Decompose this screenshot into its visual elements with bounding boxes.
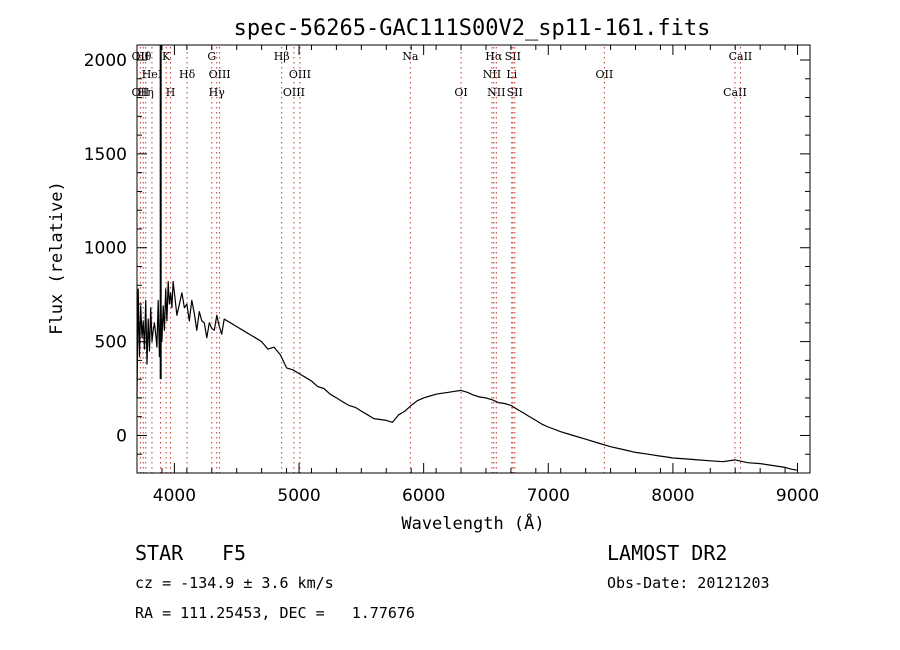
chart-title: spec-56265-GAC111S00V2_sp11-161.fits bbox=[234, 16, 711, 41]
x-tick-label: 4000 bbox=[153, 486, 196, 506]
spectral-line-label: OII bbox=[132, 86, 150, 99]
survey-name: LAMOST DR2 bbox=[607, 541, 728, 565]
spectral-line-label: OIII bbox=[283, 86, 305, 99]
spectrum-line bbox=[136, 280, 798, 471]
spectral-line-label: G bbox=[207, 50, 216, 63]
x-tick-label: 8000 bbox=[651, 486, 694, 506]
spectrum-series bbox=[136, 45, 798, 471]
axis-ticks: 4000 5000 6000 7000 8000 9000 0 500 1000 1500 2000 bbox=[84, 45, 819, 506]
spectral-line-label: Na bbox=[402, 50, 419, 63]
spectral-line-label: SII bbox=[507, 86, 523, 99]
spectral-line-label: CaII bbox=[729, 50, 753, 63]
observation-date: Obs-Date: 20121203 bbox=[607, 574, 770, 592]
x-tick-label: 9000 bbox=[776, 486, 819, 506]
spectral-line-label: NII bbox=[483, 68, 501, 81]
x-tick-label: 5000 bbox=[277, 486, 320, 506]
y-tick-label: 1500 bbox=[84, 145, 127, 165]
spectral-line-label: SII bbox=[505, 50, 521, 63]
spectral-line-label: NII bbox=[487, 86, 505, 99]
spectral-line-label: OI bbox=[454, 86, 467, 99]
spectral-line-label: HeI bbox=[142, 68, 162, 81]
y-axis-label: Flux (relative) bbox=[47, 181, 67, 335]
spectral-line-label: Hη bbox=[138, 86, 154, 99]
spectral-line-label: Hβ bbox=[274, 50, 290, 63]
spectral-line-label: Hθ bbox=[135, 50, 152, 63]
x-axis-label: Wavelength (Å) bbox=[401, 512, 544, 534]
spectral-line-label: Hα bbox=[485, 50, 503, 63]
y-tick-label: 0 bbox=[116, 426, 127, 446]
spectral-line-label: Hδ bbox=[179, 68, 196, 81]
spectral-line-label: H bbox=[166, 86, 176, 99]
spectral-line-label: OII bbox=[596, 68, 614, 81]
x-tick-label: 7000 bbox=[527, 486, 570, 506]
object-class: STAR bbox=[135, 541, 184, 565]
spectral-line-label: CaII bbox=[723, 86, 747, 99]
x-tick-label: 6000 bbox=[402, 486, 445, 506]
object-subclass: F5 bbox=[222, 541, 247, 565]
spectral-line-label: OIII bbox=[289, 68, 311, 81]
y-tick-label: 2000 bbox=[84, 51, 127, 71]
spectral-line-label: Hγ bbox=[209, 86, 226, 99]
spectral-line-label: Li bbox=[506, 68, 517, 81]
y-tick-label: 500 bbox=[95, 333, 127, 353]
y-tick-label: 1000 bbox=[84, 239, 127, 259]
coordinates: RA = 111.25453, DEC = 1.77676 bbox=[135, 604, 415, 622]
redshift-velocity: cz = -134.9 ± 3.6 km/s bbox=[135, 574, 334, 592]
spectral-line-label: OIII bbox=[209, 68, 231, 81]
plot-area-frame bbox=[136, 44, 811, 474]
spectral-line-label: K bbox=[162, 50, 171, 63]
